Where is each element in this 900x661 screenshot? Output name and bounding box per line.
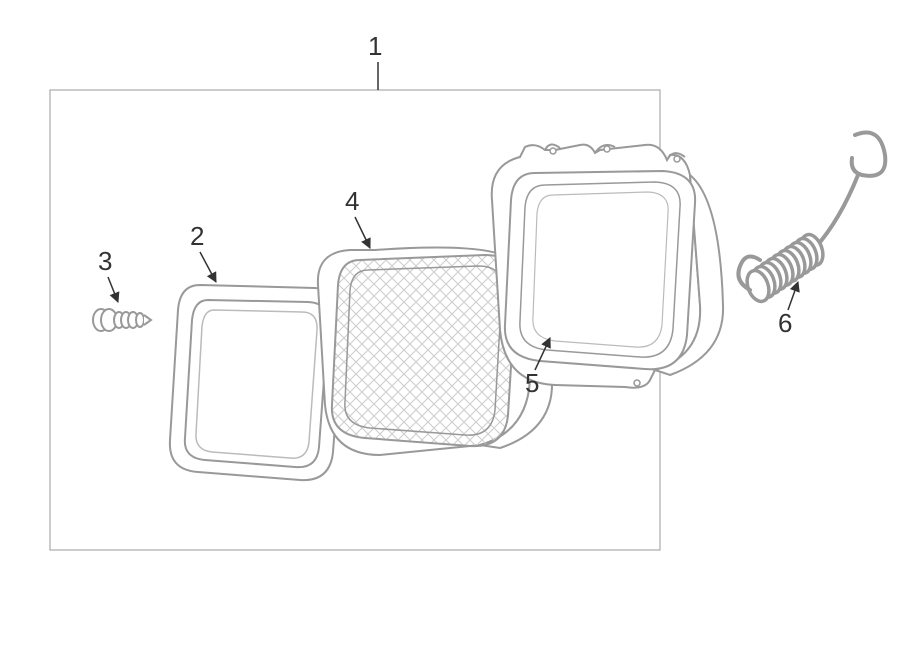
adjust-screw bbox=[93, 309, 151, 331]
callout-1-label: 1 bbox=[368, 31, 382, 61]
parts-diagram: 1 2 3 4 5 6 bbox=[0, 0, 900, 661]
callout-6-label: 6 bbox=[778, 308, 792, 338]
callout-3-label: 3 bbox=[98, 246, 112, 276]
retaining-ring bbox=[170, 285, 343, 480]
callout-2-label: 2 bbox=[190, 221, 204, 251]
callout-5-label: 5 bbox=[525, 368, 539, 398]
callout-4-label: 4 bbox=[345, 186, 359, 216]
mounting-ring-housing bbox=[492, 144, 723, 387]
retainer-spring bbox=[738, 133, 885, 305]
